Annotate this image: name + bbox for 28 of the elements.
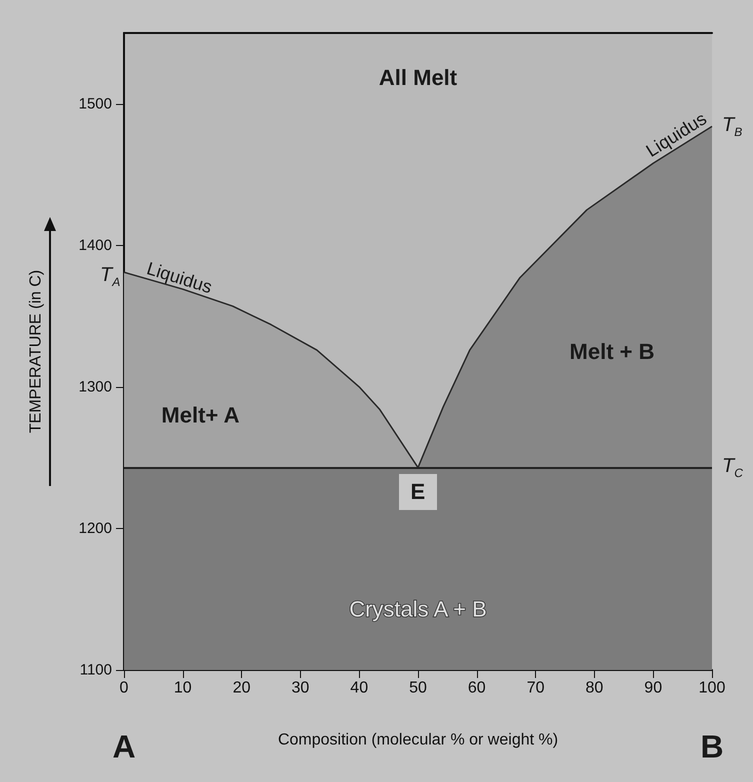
y-tick-label: 1300 bbox=[78, 378, 112, 396]
annotation: T$_{B}$ bbox=[722, 114, 742, 139]
x-tick-label: 20 bbox=[232, 680, 251, 696]
y-axis-title: TEMPERATURE (in C) bbox=[28, 270, 44, 434]
y-tick-label: 1100 bbox=[80, 662, 112, 678]
x-tick-label: 50 bbox=[409, 680, 427, 696]
band-label: Crystals A + B bbox=[349, 596, 487, 622]
y-tick-label: 1400 bbox=[78, 236, 112, 254]
annotation: All Melt bbox=[378, 65, 458, 90]
x-tick-label: 0 bbox=[120, 680, 129, 696]
annotation: T$_{A}$ bbox=[100, 264, 120, 290]
y-tick-label: 1200 bbox=[78, 520, 112, 537]
ref-line-label: T$_{C}$ bbox=[722, 455, 743, 480]
x-tick-label: 10 bbox=[174, 680, 192, 696]
x-tick-label: 100 bbox=[698, 680, 726, 696]
text: A bbox=[112, 728, 136, 764]
text: B bbox=[700, 728, 724, 764]
x-tick-label: 30 bbox=[292, 680, 310, 696]
x-axis-title: Composition (molecular % or weight %) bbox=[278, 732, 558, 748]
x-tick-label: 60 bbox=[468, 680, 486, 696]
annotation: E bbox=[398, 474, 438, 510]
annotation: Melt+ A bbox=[161, 402, 240, 428]
annotation: Melt + B bbox=[570, 339, 655, 364]
y-tick-label: 1500 bbox=[78, 95, 112, 112]
x-tick-label: 80 bbox=[586, 680, 604, 696]
x-tick-label: 70 bbox=[526, 680, 545, 696]
x-tick-label: 40 bbox=[350, 680, 368, 696]
x-tick-label: 90 bbox=[644, 680, 662, 696]
